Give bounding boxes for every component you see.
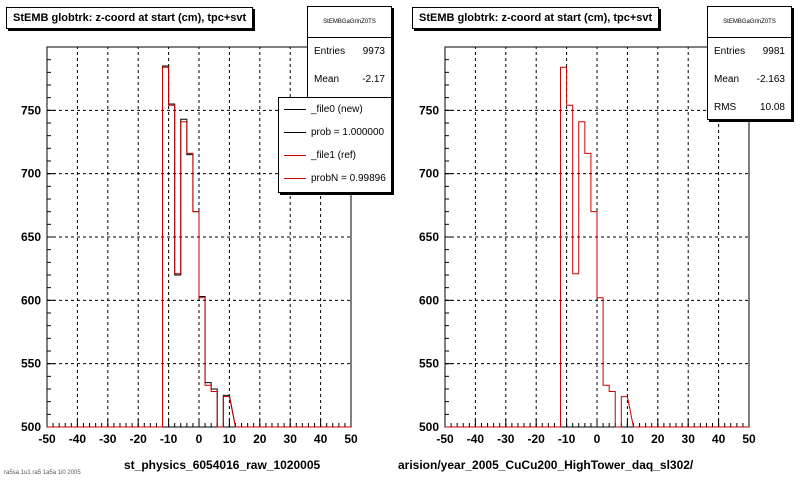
legend-label: _file1 (ref) <box>311 150 357 161</box>
x-tick-label: -10 <box>558 432 576 446</box>
x-tick-label: 40 <box>712 432 726 446</box>
x-tick-label: 0 <box>196 432 203 446</box>
y-tick-label: 600 <box>21 293 41 307</box>
x-tick-label: -50 <box>38 432 56 446</box>
x-tick-label: 10 <box>223 432 237 446</box>
x-tick-label: 0 <box>594 432 601 446</box>
bottom-left-small-text: ra5sa 1u1 ra5 1a5a 1i0 2005 <box>4 470 81 476</box>
left-stats-box: StEMBGaGrlnZ0TS Entries 9973 Mean -2.17 <box>307 6 392 98</box>
histogram-panel-left: -50 -40 -30 -20 -10 0 10 20 30 40 50 500 550 600 650 70… <box>21 46 358 446</box>
legend-entry-probn: probN = 0.99896 <box>279 167 391 190</box>
legend-entry-prob: prob = 1.000000 <box>279 121 391 144</box>
legend-entry-ref: _file1 (ref) <box>279 144 391 167</box>
stats-value: -2.17 <box>362 74 385 85</box>
left-legend: _file0 (new) prob = 1.000000 _file1 (ref… <box>278 97 392 193</box>
left-stats-row-mean: Mean -2.17 <box>308 66 391 94</box>
x-tick-label: -20 <box>528 432 546 446</box>
stats-key: RMS <box>714 102 737 113</box>
histogram-series--file1-ref- <box>47 66 351 428</box>
stats-key: Entries <box>714 46 746 57</box>
x-tick-label: 30 <box>284 432 298 446</box>
x-tick-label: 30 <box>682 432 696 446</box>
right-stats-header: StEMBGaGrlnZ0TS <box>708 7 791 38</box>
histogram-panel-right: -50 -40 -30 -20 -10 0 10 20 30 40 50 500 550 600 650 70… <box>419 46 756 446</box>
x-tick-label: -50 <box>436 432 454 446</box>
x-tick-label: -40 <box>69 432 87 446</box>
x-tick-label: -30 <box>99 432 117 446</box>
legend-swatch <box>284 132 306 133</box>
y-tick-label: 700 <box>419 167 439 181</box>
right-stats-row-mean: Mean -2.163 <box>708 66 791 94</box>
y-tick-label: 600 <box>419 293 439 307</box>
legend-label: _file0 (new) <box>311 104 363 115</box>
left-stats-row-entries: Entries 9973 <box>308 38 391 66</box>
x-tick-label: -40 <box>467 432 485 446</box>
x-tick-label: 20 <box>651 432 665 446</box>
legend-label: prob = 1.000000 <box>311 127 385 138</box>
stats-value: 10.08 <box>759 102 785 113</box>
stats-key: Mean <box>314 74 340 85</box>
y-tick-label: 700 <box>21 167 41 181</box>
stats-value: 9973 <box>362 46 385 57</box>
y-tick-label: 550 <box>21 357 41 371</box>
y-tick-label: 650 <box>21 230 41 244</box>
right-footer-path: arision/year_2005_CuCu200_HighTower_daq_… <box>398 458 694 472</box>
stats-value: -2.163 <box>756 74 785 85</box>
y-tick-label: 500 <box>21 420 41 434</box>
legend-swatch <box>284 178 306 179</box>
stats-key: Entries <box>314 46 346 57</box>
y-tick-label: 650 <box>419 230 439 244</box>
legend-entry-new: _file0 (new) <box>279 98 391 121</box>
x-tick-label: 10 <box>621 432 635 446</box>
left-footer-filename: st_physics_6054016_raw_1020005 <box>124 458 321 472</box>
x-tick-label: 50 <box>344 432 358 446</box>
legend-swatch <box>284 109 306 110</box>
left-panel-title: StEMB globtrk: z-coord at start (cm), tp… <box>6 7 254 29</box>
right-stats-row-entries: Entries 9981 <box>708 38 791 66</box>
histogram-series--file1-ref- <box>445 66 749 428</box>
right-panel-title: StEMB globtrk: z-coord at start (cm), tp… <box>412 7 660 29</box>
stats-value: 9981 <box>762 46 785 57</box>
legend-swatch <box>284 155 306 156</box>
y-tick-label: 500 <box>419 420 439 434</box>
left-stats-header: StEMBGaGrlnZ0TS <box>308 7 391 38</box>
x-tick-label: 40 <box>314 432 328 446</box>
y-tick-label: 550 <box>419 357 439 371</box>
stats-key: Mean <box>714 74 740 85</box>
right-stats-box: StEMBGaGrlnZ0TS Entries 9981 Mean -2.163… <box>707 6 792 120</box>
y-tick-label: 750 <box>21 103 41 117</box>
x-tick-label: -10 <box>160 432 178 446</box>
right-stats-row-rms: RMS 10.08 <box>708 94 791 119</box>
x-tick-label: -20 <box>130 432 148 446</box>
x-tick-label: -30 <box>497 432 515 446</box>
x-tick-label: 20 <box>253 432 267 446</box>
x-tick-label: 50 <box>742 432 756 446</box>
legend-label: probN = 0.99896 <box>311 173 386 184</box>
y-tick-label: 750 <box>419 103 439 117</box>
